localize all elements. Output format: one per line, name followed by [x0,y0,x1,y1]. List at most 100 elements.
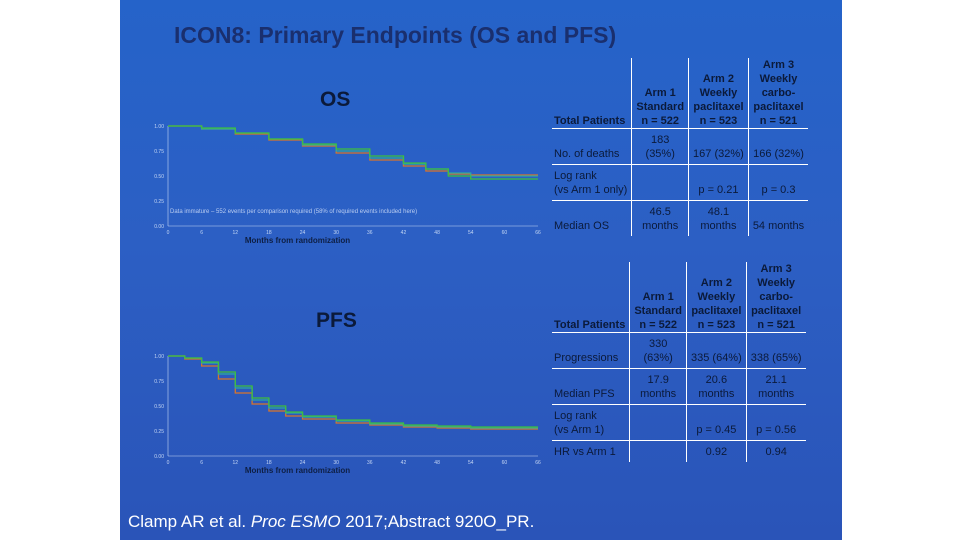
row-label: Log rank (vs Arm 1) [552,404,630,441]
y-tick-label: 0.50 [154,404,164,410]
row-cell: 48.1 months [688,200,749,236]
x-axis-label: Months from randomization [245,466,350,475]
x-tick-label: 66 [535,230,541,236]
x-tick-label: 0 [167,460,170,466]
y-tick-label: 1.00 [154,124,164,130]
x-tick-label: 54 [468,460,474,466]
citation: Clamp AR et al. Proc ESMO 2017;Abstract … [128,512,534,532]
row-cell: 21.1 months [746,368,806,405]
citation-journal: Proc ESMO [250,512,341,531]
row-label: Log rank (vs Arm 1 only) [552,164,632,201]
row-cell: 335 (64%) [686,332,747,369]
row-cell: 0.92 [686,440,747,462]
row-label: HR vs Arm 1 [552,440,630,462]
table-row: HR vs Arm 1 0.92 0.94 [552,440,806,462]
arm2-header: Arm 2 Weekly paclitaxel n = 523 [688,58,749,129]
row-cell [629,440,687,462]
row-label: Progressions [552,332,630,369]
row-cell: 338 (65%) [746,332,806,369]
x-tick-label: 42 [401,230,407,236]
pfs-km-chart: 1.00 0.75 0.50 0.25 0.000 6 12 18 24 30 36 42 48 54 60… [154,354,541,475]
row-cell: p = 0.21 [688,164,749,201]
y-tick-label: 0.25 [154,429,164,435]
x-tick-label: 42 [401,460,407,466]
x-tick-label: 18 [266,230,272,236]
table-row: Median OS 46.5 months 48.1 months 54 months [552,200,809,236]
x-tick-label: 6 [200,460,203,466]
os-km-plot: 1.00 0.75 0.50 0.25 0.00 0 6 12 18 24 30 36 42 48 54 60… [138,118,543,253]
table-row: Log rank (vs Arm 1 only) p = 0.21 p = 0.3 [552,164,809,201]
pfs-curve-arm2 [168,355,538,429]
row-label: No. of deaths [552,128,632,165]
row-cell: 167 (32%) [688,128,749,165]
x-tick-label: 18 [266,460,272,466]
row-cell: p = 0.45 [686,404,747,441]
os-label: OS [320,88,351,111]
row-cell: 46.5 months [631,200,690,236]
x-tick-label: 12 [232,230,238,236]
row-cell: 183 (35%) [631,128,690,165]
x-axis-label: Months from randomization [245,236,350,245]
y-tick-label: 0.25 [154,199,164,205]
x-tick-label: 12 [232,460,238,466]
slide: ICON8: Primary Endpoints (OS and PFS) OS… [120,0,842,540]
row-cell: 20.6 months [686,368,747,405]
table-row: Progressions 330 (63%) 335 (64%) 338 (65%) [552,332,806,369]
pfs-km-plot: 1.00 0.75 0.50 0.25 0.00 0 6 12 18 24 30 36 42 48 54 60… [138,348,543,478]
row-cell: 166 (32%) [748,128,809,165]
x-tick-label: 54 [468,230,474,236]
table-row: Median PFS 17.9 months 20.6 months 21.1 months [552,368,806,405]
row-cell: p = 0.3 [748,164,809,201]
citation-rest: 2017;Abstract 920O_PR. [340,512,535,531]
x-tick-label: 24 [300,460,306,466]
arm2-header: Arm 2 Weekly paclitaxel n = 523 [686,262,747,333]
pfs-curve-arm1 [168,355,538,430]
os-curve-arm3 [168,125,538,180]
x-tick-label: 36 [367,460,373,466]
pfs-curve-arm3 [168,355,538,428]
arm1-header: Arm 1 Standard n = 522 [629,262,687,333]
arm3-header: Arm 3 Weekly carbo-paclitaxel n = 521 [753,59,804,127]
x-tick-label: 60 [502,460,508,466]
x-tick-label: 36 [367,230,373,236]
row-label: Median PFS [552,368,630,405]
x-tick-label: 30 [333,230,339,236]
row-cell: p = 0.56 [746,404,806,441]
row-cell [631,164,690,201]
row-cell: 0.94 [746,440,806,462]
row-cell: 54 months [748,200,809,236]
table-row: Log rank (vs Arm 1) p = 0.45 p = 0.56 [552,404,806,441]
x-tick-label: 24 [300,230,306,236]
row-cell: 17.9 months [629,368,687,405]
x-tick-label: 6 [200,230,203,236]
immature-data-note: Data immature – 552 events per compariso… [170,209,417,215]
header-blank: Total Patients [554,115,626,127]
arm3-header: Arm 3 Weekly carbo-paclitaxel n = 521 [751,263,802,331]
slide-title: ICON8: Primary Endpoints (OS and PFS) [174,22,617,48]
arm1-header: Arm 1 Standard n = 522 [631,58,690,129]
row-label: Median OS [552,200,632,236]
y-tick-label: 0.75 [154,379,164,385]
os-km-chart: 1.00 0.75 0.50 0.25 0.000 6 12 18 24 30 36 42 48 54 60… [154,124,541,245]
os-curve-arm2 [168,125,538,177]
row-cell: 330 (63%) [629,332,687,369]
x-tick-label: 0 [167,230,170,236]
citation-authors: Clamp AR et al. [128,512,251,531]
y-tick-label: 1.00 [154,354,164,360]
x-tick-label: 60 [502,230,508,236]
y-tick-label: 0.50 [154,174,164,180]
pfs-label: PFS [316,309,357,332]
row-cell [629,404,687,441]
x-tick-label: 66 [535,460,541,466]
table-row: No. of deaths 183 (35%) 167 (32%) 166 (32%) [552,128,809,165]
x-tick-label: 30 [333,460,339,466]
y-tick-label: 0.75 [154,149,164,155]
y-tick-label: 0.00 [154,224,164,230]
y-tick-label: 0.00 [154,454,164,460]
header-blank: Total Patients [554,319,626,331]
x-tick-label: 48 [434,230,440,236]
